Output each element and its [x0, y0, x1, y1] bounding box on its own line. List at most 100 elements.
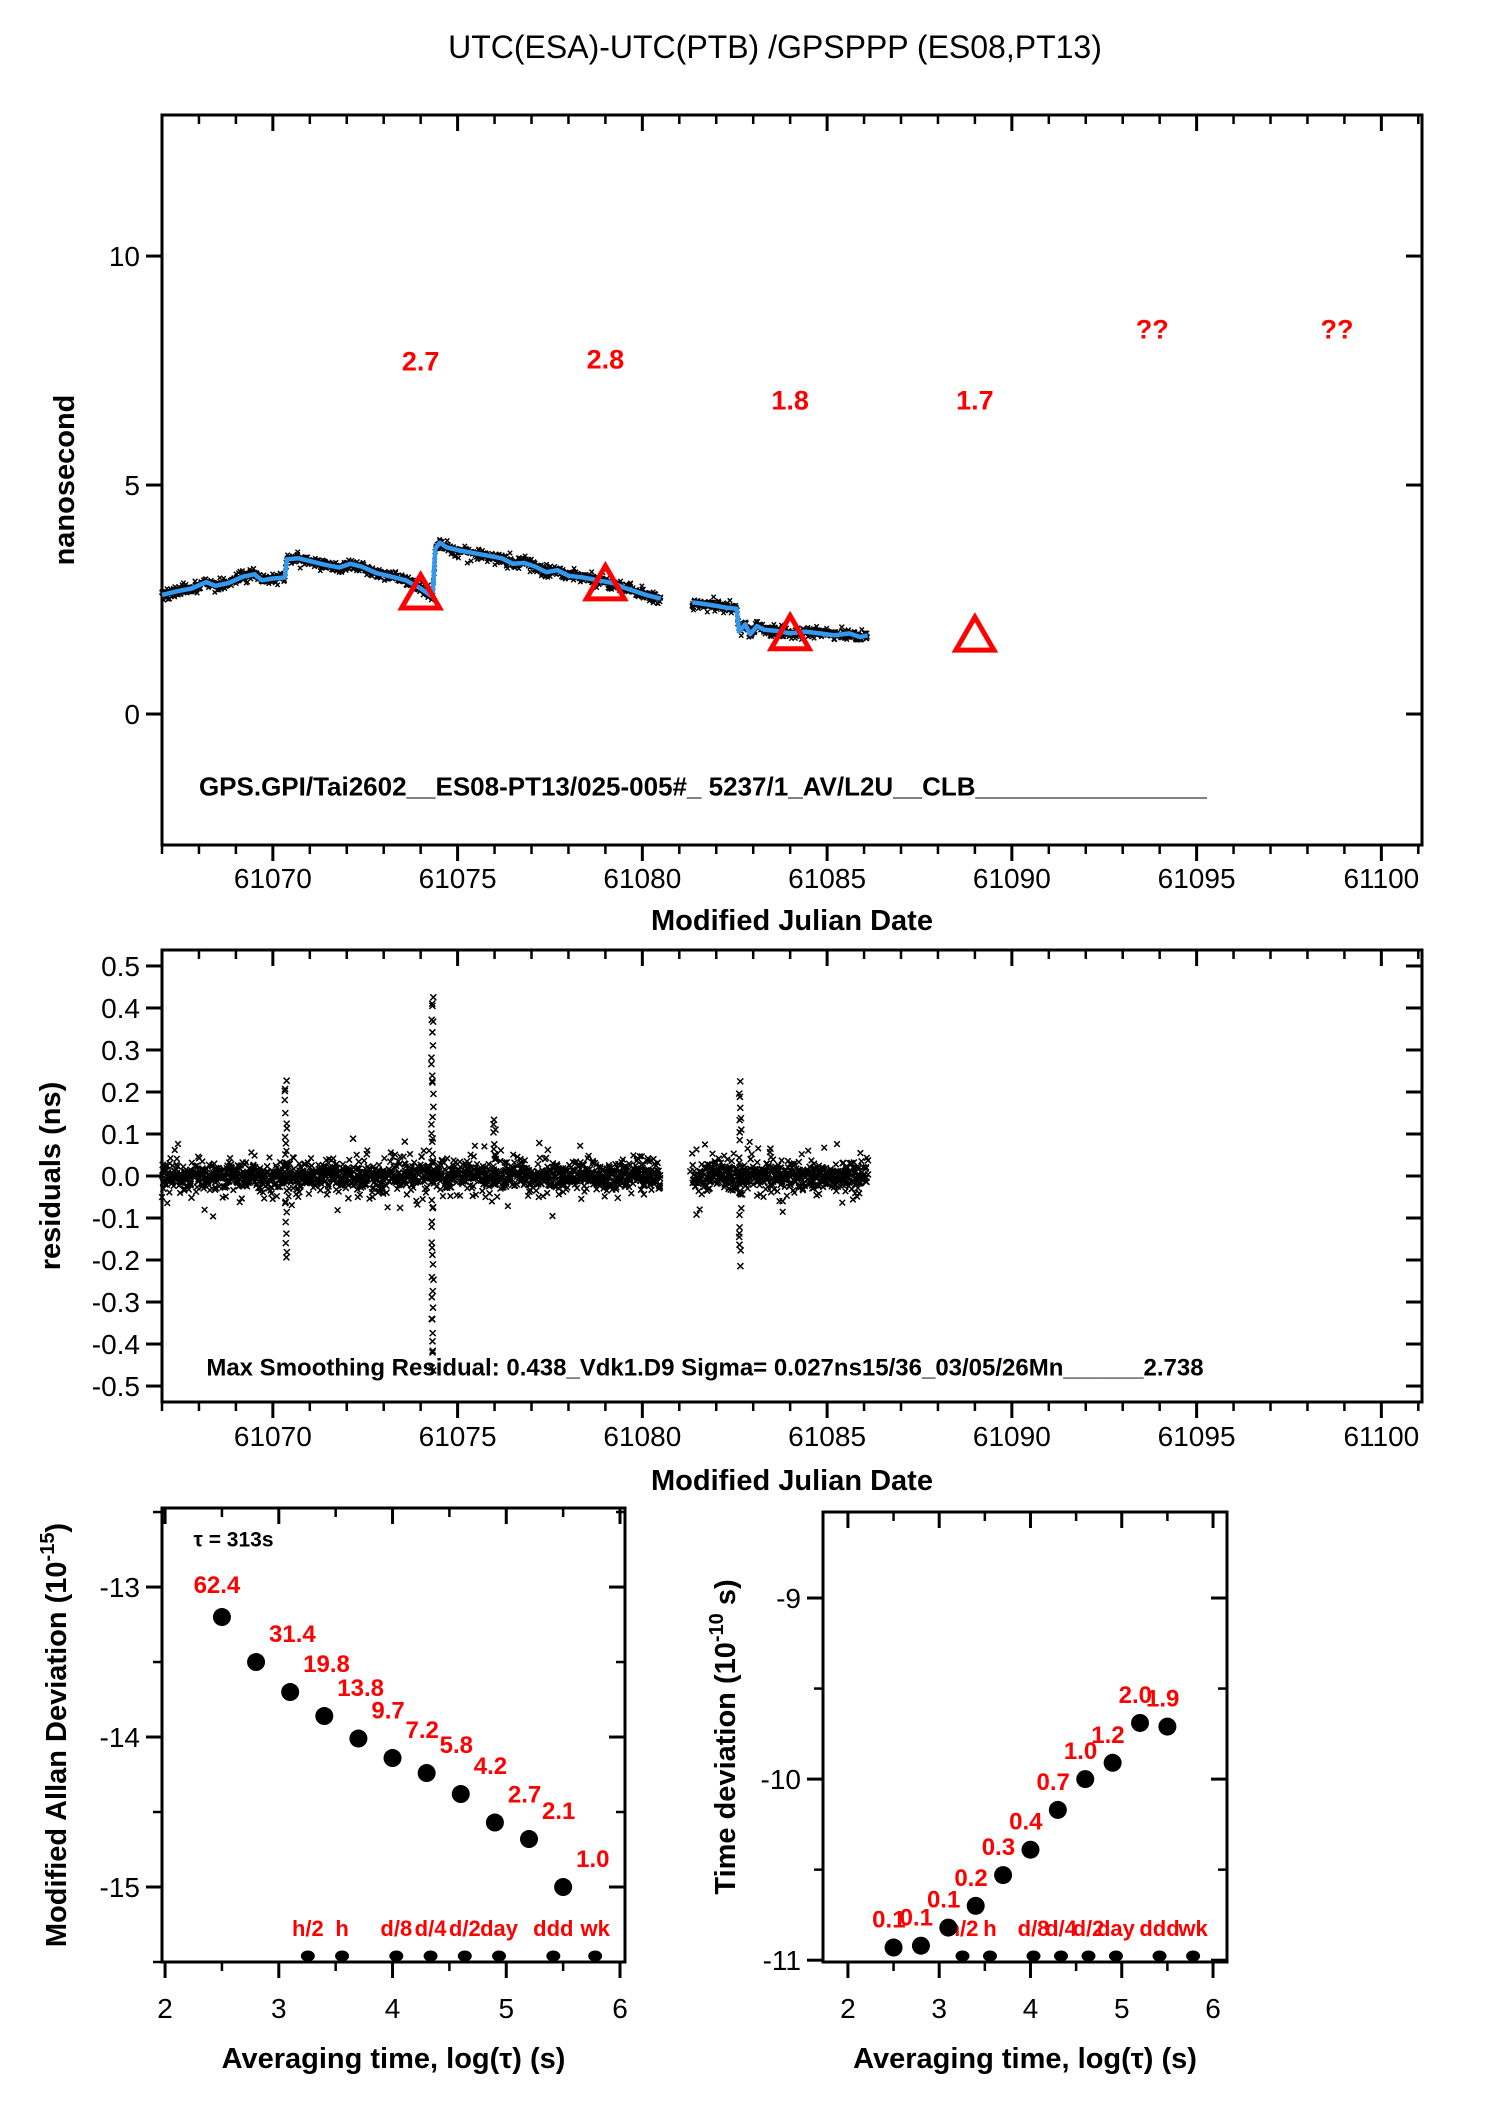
point-value-label: 0.4: [1009, 1809, 1043, 1836]
y-tick-label: -14: [100, 1722, 140, 1753]
duration-dot: [457, 1950, 472, 1962]
point-value-label: 0.1: [900, 1905, 933, 1932]
y-tick-label: 0.4: [101, 993, 140, 1024]
duration-dot: [1026, 1950, 1041, 1962]
duration-label: d/2: [1073, 1916, 1105, 1941]
deviation-point: [911, 1936, 930, 1955]
deviation-point: [1021, 1840, 1040, 1859]
deviation-point: [383, 1749, 402, 1768]
point-value-label: ??: [1321, 314, 1354, 344]
x-tick-label: 61070: [234, 863, 312, 894]
point-value-label: 0.7: [1036, 1769, 1069, 1796]
y-tick-label: 0.1: [101, 1119, 140, 1150]
y-tick-label: 10: [109, 241, 140, 272]
point-value-label: 2.0: [1119, 1682, 1152, 1709]
point-value-label: 31.4: [269, 1621, 316, 1648]
duration-label: h: [335, 1916, 348, 1941]
duration-dot: [588, 1950, 603, 1962]
mdev-chart: 2 3 4 5 6 -13 -14 -15 Averaging time, log(τ) (s)…: [37, 1506, 628, 2075]
x-tick-label: 61100: [1343, 1421, 1419, 1452]
duration-dot: [1108, 1950, 1123, 1962]
smoothed-line: [161, 540, 662, 601]
point-value-label: 13.8: [337, 1675, 384, 1702]
x-axis-label: Averaging time, log(τ) (s): [222, 2043, 566, 2075]
point-value-label: 0.3: [982, 1834, 1015, 1861]
duration-label: d/8: [1018, 1916, 1050, 1941]
deviation-point: [520, 1830, 539, 1849]
x-tick-label: 2: [157, 1993, 173, 2024]
y-axis-label: Modified Allan Deviation (10-15): [37, 1523, 73, 1947]
y-axis-label: nanosecond: [49, 395, 81, 566]
y-tick-label: -13: [100, 1572, 140, 1603]
x-tick-label: 61085: [788, 863, 866, 894]
y-axis-label: Time deviation (10-10 s): [706, 1579, 742, 1894]
point-value-label: 7.2: [406, 1717, 439, 1744]
duration-dot: [423, 1950, 438, 1962]
utc-difference-chart: 61070 61075 61080 61085 61090 61095 61100 0 5 10 M…: [49, 113, 1424, 937]
x-tick-label: 61095: [1158, 863, 1236, 894]
duration-label: wk: [579, 1916, 610, 1941]
y-tick-label: -11: [763, 1945, 801, 1976]
y-tick-label: -0.2: [92, 1245, 140, 1276]
duration-dot: [1054, 1950, 1069, 1962]
calibration-triangle-marker: [582, 560, 629, 602]
deviation-point: [1131, 1713, 1150, 1732]
x-tick-label: 61080: [603, 863, 681, 894]
point-value-label: 19.8: [303, 1651, 350, 1678]
x-tick-label: 4: [1023, 1993, 1039, 2024]
plot-frame: [821, 1510, 1229, 1964]
deviation-point: [349, 1729, 368, 1748]
y-tick-label: 5: [124, 470, 140, 501]
duration-label: day: [1097, 1916, 1136, 1941]
calibration-triangle-marker: [397, 570, 444, 611]
duration-label: ddd: [1139, 1916, 1179, 1941]
point-value-label: 0.1: [872, 1907, 905, 1934]
x-tick-label: 3: [931, 1993, 947, 2024]
deviation-point: [884, 1938, 903, 1957]
duration-label: wk: [1177, 1916, 1208, 1941]
x-tick-label: 61080: [603, 1421, 681, 1452]
deviation-point: [1103, 1753, 1122, 1772]
calibration-triangle-marker: [766, 610, 814, 652]
x-tick-label: 61075: [419, 863, 497, 894]
deviation-point: [417, 1764, 436, 1783]
point-value-label: 0.2: [954, 1865, 987, 1892]
y-tick-label: 0.5: [101, 951, 140, 982]
deviation-point: [485, 1813, 504, 1832]
duration-dot: [335, 1950, 350, 1962]
deviation-point: [939, 1918, 958, 1937]
residual-stats-note: Max Smoothing Residual: 0.438_Vdk1.D9 Si…: [206, 1355, 1203, 1382]
point-value-label: 1.2: [1091, 1722, 1124, 1749]
duration-label: d/8: [380, 1916, 412, 1941]
y-tick-label: -0.1: [92, 1203, 140, 1234]
deviation-point: [315, 1707, 334, 1726]
deviation-point: [281, 1683, 300, 1702]
duration-dot: [492, 1950, 507, 1962]
duration-dot: [1081, 1950, 1096, 1962]
duration-label: ddd: [533, 1916, 573, 1941]
duration-dot: [982, 1950, 997, 1962]
y-tick-label: 0.2: [101, 1077, 140, 1108]
y-tick-label: -0.5: [92, 1371, 140, 1402]
calibration-triangle-marker: [951, 612, 999, 653]
duration-dot: [546, 1950, 561, 1962]
x-tick-label: 5: [498, 1993, 514, 2024]
deviation-point: [212, 1608, 231, 1627]
duration-label: day: [480, 1916, 519, 1941]
x-tick-label: 6: [612, 1993, 628, 2024]
point-value-label: 4.2: [474, 1753, 507, 1780]
deviation-point: [1048, 1800, 1067, 1819]
duration-label: h: [983, 1916, 996, 1941]
residuals-chart: 61070 61075 61080 61085 61090 61095 61100 0.5 0.…: [35, 948, 1424, 1497]
point-value-label: 2.1: [542, 1798, 575, 1825]
tdev-chart: 2 3 4 5 6 -9 -10 -11 Averaging time, log(τ) (s) T…: [706, 1510, 1229, 2075]
x-tick-label: 61100: [1343, 863, 1419, 894]
x-tick-label: 5: [1114, 1993, 1130, 2024]
point-value-label: 62.4: [194, 1572, 241, 1599]
plot-frame: [160, 113, 1424, 847]
x-tick-label: 2: [840, 1993, 856, 2024]
x-tick-label: 61085: [788, 1421, 866, 1452]
residual-scatter-markers: [158, 993, 872, 1375]
duration-label: h/2: [292, 1916, 324, 1941]
y-tick-label: 0: [124, 699, 140, 730]
